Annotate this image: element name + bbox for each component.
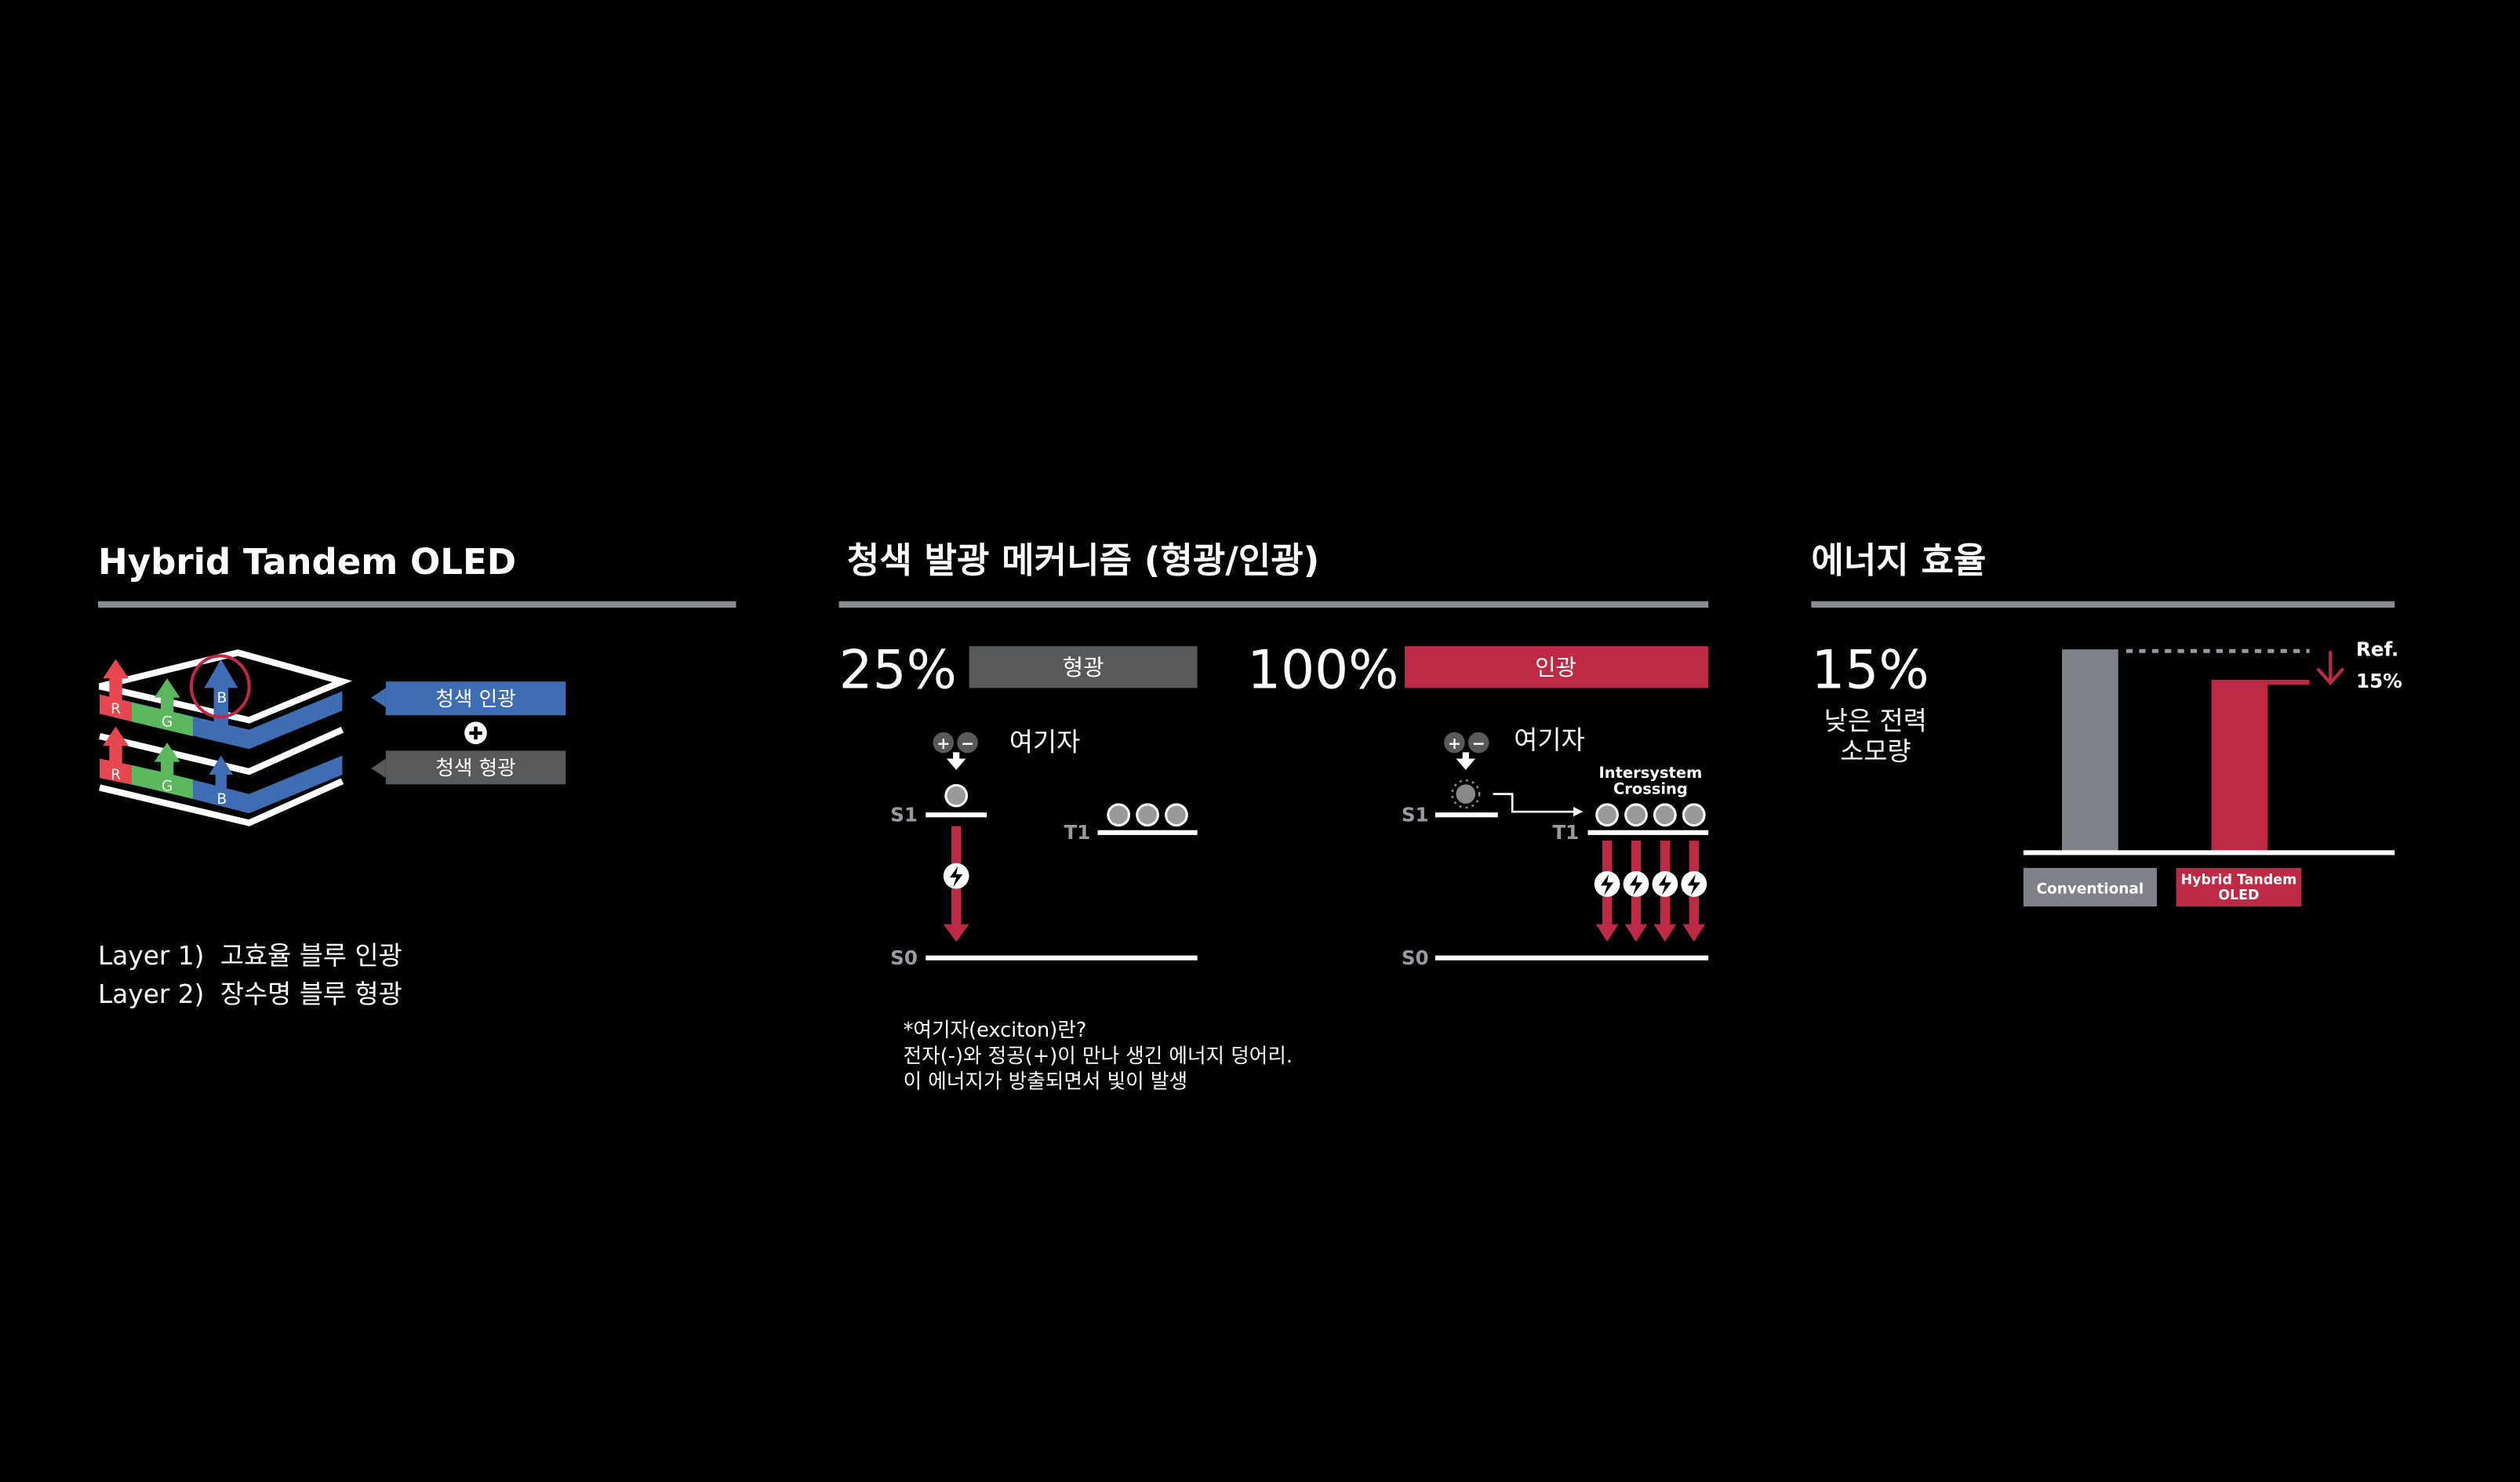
- svg-text:청색 형광: 청색 형광: [435, 757, 515, 780]
- down-arrow-head: [2316, 667, 2345, 686]
- lightning-glyph: [1600, 874, 1614, 895]
- s0-label: S0: [1402, 946, 1429, 969]
- charge-pair-icon: + −: [1444, 732, 1489, 754]
- bar-conventional: [2062, 649, 2118, 852]
- letter-b: B: [216, 690, 227, 706]
- reduction-label: 15%: [2356, 670, 2402, 692]
- label-blue-fluorescence: 청색 형광: [371, 750, 566, 785]
- lightning-glyph: [1687, 874, 1700, 895]
- footnote-line: 이 에너지가 방출되면서 빛이 발생: [904, 1070, 1187, 1094]
- panel3-title: 에너지 효율: [1811, 539, 1986, 581]
- intersystem-crossing-arrow: [1493, 793, 1576, 813]
- t1-level-line: [1097, 830, 1198, 835]
- emission-arrow-head: [1682, 924, 1706, 943]
- emission-arrow-head: [1624, 924, 1648, 943]
- panel-hybrid-tandem: Hybrid Tandem OLED R G B R G B: [97, 541, 736, 1009]
- footnote-line: 전자(-)와 정공(+)이 만나 생긴 에너지 덩어리.: [904, 1044, 1293, 1068]
- lightning-glyph: [1658, 874, 1672, 895]
- baseline: [2023, 850, 2395, 855]
- emission-arrow-head: [1653, 924, 1677, 943]
- crossing-label-1: Intersystem: [1599, 764, 1703, 782]
- plus-circle-icon: [464, 721, 487, 745]
- svg-text:+: +: [1448, 734, 1461, 753]
- fluorescence-label: 형광: [1063, 654, 1104, 681]
- panel-energy-efficiency: 에너지 효율 15% 낮은 전력 소모량 Conventional Hybrid …: [1811, 539, 2402, 907]
- title-rule: [97, 601, 736, 608]
- blue-arrow-icon: [204, 659, 238, 804]
- category-label: Conventional: [2037, 881, 2144, 898]
- letter-g: G: [162, 779, 173, 795]
- red-arrow-icon: [103, 659, 129, 776]
- virus-exciton-icon: [1451, 779, 1481, 809]
- phosphorescence-label-box: [1404, 646, 1709, 688]
- footnote-line: *여기자(exciton)란?: [904, 1019, 1087, 1042]
- headline-sub: 소모량: [1840, 737, 1911, 767]
- highlight-circle: [189, 654, 251, 719]
- s0-level-line: [925, 955, 1198, 961]
- headline-percent: 15%: [1811, 638, 1929, 700]
- label-blue-phosphorescence: 청색 인광: [371, 681, 566, 716]
- bar-hybrid: [2211, 679, 2268, 852]
- fluorescence-label-box: [969, 646, 1198, 688]
- exciton-label: 여기자: [1009, 727, 1080, 757]
- category-label: Hybrid Tandem: [2181, 872, 2297, 888]
- ref-label: Ref.: [2356, 637, 2398, 660]
- t1-level-line: [1587, 830, 1709, 835]
- s1-label: S1: [1402, 803, 1429, 826]
- panel-mechanism: 청색 발광 메커니즘 (형광/인광) 25% 형광 100% 인광 + − 여기자…: [838, 539, 1709, 1094]
- letter-r: R: [111, 767, 121, 783]
- exciton-dot: [1682, 803, 1706, 827]
- phosphorescence-percent: 100%: [1247, 638, 1398, 700]
- oled-stack-diagram: R G B R G B: [99, 649, 353, 826]
- layer2-text: Layer 2) 장수명 블루 형광: [98, 979, 402, 1009]
- panel1-title: Hybrid Tandem OLED: [98, 541, 516, 583]
- s1-level-line: [1435, 812, 1498, 818]
- title-rule: [1811, 601, 2395, 608]
- emission-arrow-head: [1595, 924, 1619, 943]
- letter-r: R: [111, 701, 121, 717]
- letter-g: G: [162, 714, 173, 731]
- title-rule: [838, 601, 1709, 608]
- category-label-box: [2023, 867, 2157, 907]
- s0-level-line: [1435, 955, 1709, 961]
- triplet-excitons: [1594, 803, 1707, 943]
- phosphorescence-label: 인광: [1535, 654, 1576, 681]
- t1-label: T1: [1552, 821, 1579, 844]
- exciton-dot: [944, 783, 969, 808]
- t1-label: T1: [1064, 821, 1091, 844]
- charge-pair-icon: + −: [933, 732, 978, 754]
- svg-text:−: −: [961, 734, 974, 753]
- layer1-text: Layer 1) 고효율 블루 인광: [98, 941, 402, 971]
- category-label-box: [2176, 867, 2302, 907]
- s1-level-line: [925, 812, 987, 818]
- svg-text:청색 인광: 청색 인광: [435, 688, 515, 711]
- exciton-dot: [1653, 803, 1677, 827]
- exciton-dot: [1595, 803, 1619, 827]
- crossing-label-2: Crossing: [1613, 780, 1688, 798]
- s1-label: S1: [890, 803, 918, 826]
- reduction-step-line: [2267, 679, 2310, 685]
- down-arrow-icon: [946, 752, 966, 770]
- green-arrow-icon: [154, 678, 180, 788]
- svg-text:+: +: [936, 734, 950, 753]
- exciton-dot: [1624, 803, 1648, 827]
- category-label: OLED: [2218, 888, 2259, 903]
- exciton-label: 여기자: [1514, 725, 1584, 755]
- headline-sub: 낮은 전력: [1824, 706, 1927, 736]
- down-arrow-icon: [1456, 752, 1476, 770]
- fluorescence-percent: 25%: [839, 638, 957, 700]
- lightning-icon: [943, 863, 969, 889]
- intersystem-crossing-arrow-head: [1573, 807, 1584, 817]
- s0-label: S0: [890, 946, 918, 969]
- lightning-glyph: [1629, 874, 1643, 895]
- panel2-title: 청색 발광 메커니즘 (형광/인광): [847, 539, 1319, 581]
- exciton-dot: [1165, 803, 1188, 827]
- exciton-dot: [1107, 803, 1131, 827]
- exciton-dot: [1136, 803, 1159, 827]
- svg-text:−: −: [1472, 734, 1485, 753]
- letter-b: B: [216, 791, 227, 808]
